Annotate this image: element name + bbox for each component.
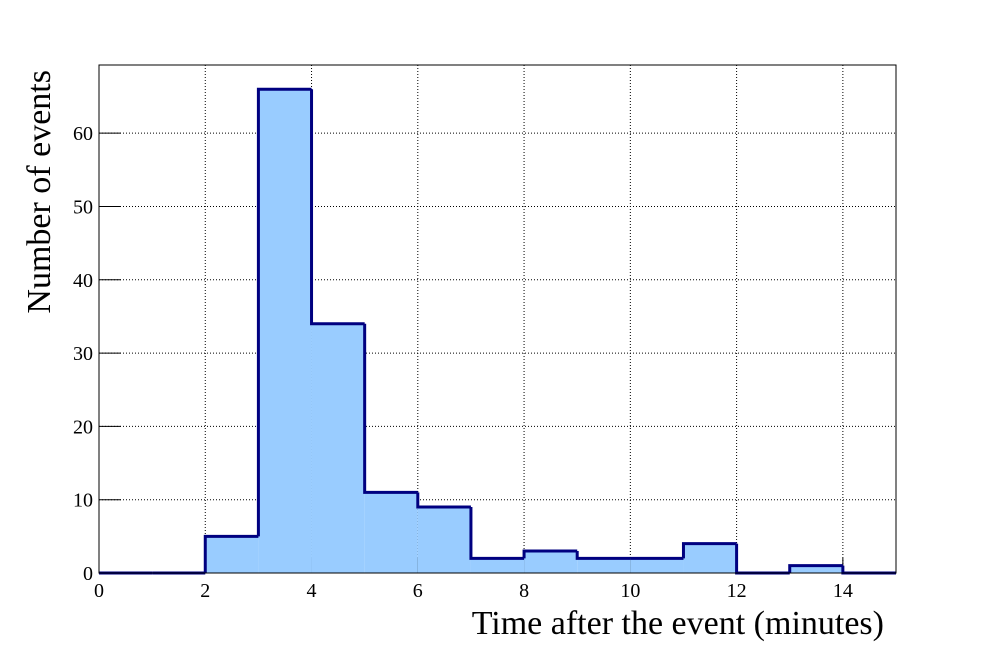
bar: [205, 536, 259, 573]
y-axis-label: Number of events: [21, 70, 58, 314]
x-tick-label: 10: [620, 580, 640, 602]
x-tick-label: 6: [413, 580, 423, 602]
bar: [683, 543, 737, 573]
y-tick-label: 50: [73, 196, 93, 218]
bar-outline: [841, 565, 896, 575]
bar: [364, 492, 418, 573]
bar-outline: [788, 564, 843, 573]
y-tick-label: 0: [83, 563, 93, 585]
bar: [524, 551, 578, 573]
x-tick-label: 2: [200, 580, 210, 602]
y-tick-label: 40: [73, 270, 93, 292]
bar-outline: [363, 323, 418, 494]
bar-outline: [203, 534, 259, 573]
bar-outline: [575, 551, 631, 560]
x-axis-label: Time after the event (minutes): [472, 605, 884, 642]
x-tick-label: 4: [307, 580, 317, 602]
bar-outline: [256, 87, 312, 537]
y-tick-label: 60: [73, 123, 93, 145]
bar: [470, 558, 525, 573]
bar: [789, 565, 843, 573]
y-tick-label: 10: [73, 490, 93, 512]
y-tick-label: 20: [73, 416, 93, 438]
bar: [258, 89, 312, 573]
bar: [577, 558, 631, 573]
x-tick-label: 12: [727, 580, 747, 602]
plot-frame: [98, 64, 897, 574]
bar-outline: [469, 507, 525, 560]
y-tick-label: 30: [73, 343, 93, 365]
bar: [630, 558, 684, 573]
bar: [417, 507, 471, 573]
bar-outline: [522, 549, 578, 559]
x-tick-label: 14: [833, 580, 853, 602]
bar: [311, 323, 365, 573]
bar-outline: [681, 542, 737, 559]
x-tick-label: 0: [94, 580, 104, 602]
bar-outline: [310, 89, 365, 326]
x-tick-label: 8: [519, 580, 529, 602]
bar-outline: [416, 492, 471, 509]
bar-outline: [735, 543, 790, 575]
